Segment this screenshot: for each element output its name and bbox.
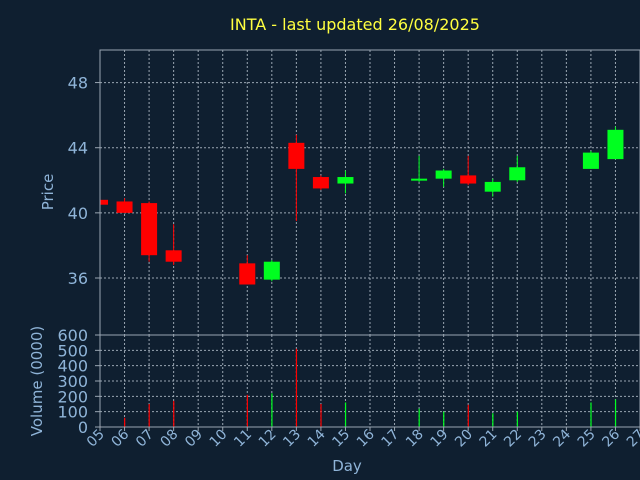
volume-bar: [344, 402, 347, 427]
volume-bar: [124, 417, 126, 427]
price-y-ticks: 36 40 44 48: [68, 74, 100, 288]
candle-body: [509, 167, 526, 181]
price-panel: 36 40 44 48 Price: [39, 49, 640, 336]
price-grid: [99, 50, 640, 335]
volume-tick-label: 0: [78, 418, 88, 437]
candle-body: [141, 203, 158, 256]
price-tick-label: 44: [68, 139, 88, 158]
candle-body: [484, 181, 501, 192]
candle-body: [239, 263, 256, 285]
volume-bar: [320, 404, 322, 427]
volume-bar: [271, 393, 273, 427]
volume-bar: [467, 404, 469, 427]
chart-title: INTA - last updated 26/08/2025: [230, 15, 480, 34]
volume-bar: [614, 399, 617, 427]
candle-body: [165, 250, 182, 262]
candle-body: [337, 177, 354, 184]
volume-bar: [148, 404, 150, 427]
price-tick-label: 40: [68, 204, 88, 223]
candle-body: [435, 170, 452, 179]
candle-body: [263, 261, 280, 280]
volume-bar: [418, 408, 420, 427]
price-tick-label: 48: [68, 74, 88, 93]
candle-body: [411, 178, 428, 181]
candle-body: [116, 201, 133, 213]
candle-body: [607, 129, 624, 160]
volume-tick-label: 400: [57, 357, 88, 376]
volume-tick-label: 300: [57, 372, 88, 391]
volume-bar: [590, 402, 592, 427]
volume-bar: [295, 348, 298, 427]
volume-bar: [173, 400, 175, 427]
price-axis-label: Price: [39, 174, 57, 211]
candle-body: [460, 175, 477, 184]
price-tick-label: 36: [68, 269, 88, 288]
candle-body: [100, 199, 108, 205]
volume-bar: [492, 413, 494, 427]
candle-body: [582, 152, 599, 169]
volume-bar: [246, 394, 248, 427]
candle-body: [312, 177, 329, 189]
volume-bar-series: [99, 348, 617, 427]
candle-body: [288, 142, 305, 169]
volume-bar: [516, 411, 518, 427]
volume-tick-label: 500: [57, 341, 88, 360]
volume-bar: [443, 411, 445, 427]
volume-tick-label: 100: [57, 403, 88, 422]
volume-tick-label: 600: [57, 326, 88, 345]
day-axis-label: Day: [332, 457, 362, 475]
volume-tick-label: 200: [57, 387, 88, 406]
volume-axis-label: Volume (0000): [28, 326, 46, 436]
